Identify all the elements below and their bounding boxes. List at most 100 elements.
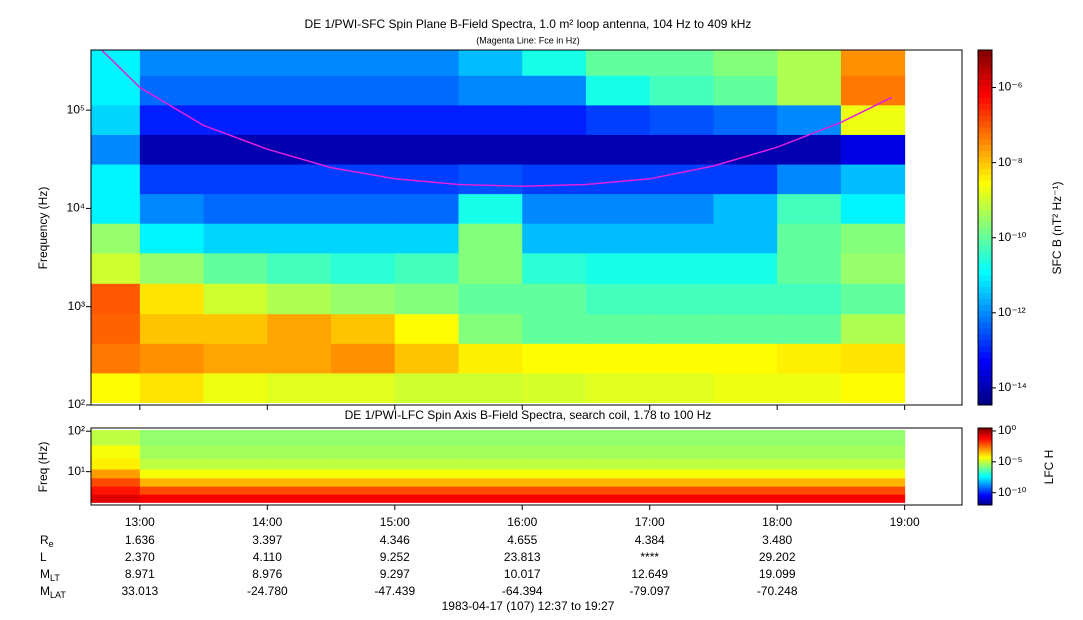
heatmap-cell (522, 223, 587, 254)
heatmap-cell (394, 193, 460, 224)
y-axis-label: Frequency (Hz) (36, 187, 50, 270)
colorbar-segment (978, 451, 992, 453)
heatmap-cell (649, 372, 714, 403)
colorbar-segment (978, 322, 992, 329)
ephemeris-label: L (40, 550, 47, 564)
plot-frame (90, 427, 963, 506)
heatmap-cell (522, 134, 587, 165)
colorbar-label: LFC H (1042, 450, 1056, 485)
heatmap-cell (139, 372, 205, 403)
heatmap-cell (649, 313, 714, 344)
x-tick-label: 16:00 (507, 515, 537, 529)
ephemeris-value: 23.813 (504, 550, 541, 564)
colorbar-segment (978, 369, 992, 376)
x-tick-label: 15:00 (380, 515, 410, 529)
ephemeris-label: MLAT (40, 584, 66, 600)
heatmap-cell (331, 372, 396, 403)
heatmap-cell (522, 469, 587, 479)
colorbar-segment (978, 251, 992, 258)
heatmap-cell (649, 75, 714, 106)
colorbar-segment (978, 79, 992, 86)
heatmap-cell (777, 313, 842, 344)
colorbar-segment (978, 463, 992, 466)
heatmap-cell (713, 430, 778, 446)
colorbar-segment (978, 363, 992, 370)
heatmap-cell (777, 252, 842, 284)
heatmap-cell (203, 458, 268, 470)
heatmap-cell (585, 458, 651, 470)
heatmap-cell (777, 444, 842, 459)
colorbar-label: SFC B (nT² Hz⁻¹) (1050, 182, 1064, 275)
heatmap-cell (713, 193, 778, 224)
colorbar-segment (978, 227, 992, 234)
heatmap-cell (267, 372, 332, 403)
ephemeris-value: 19.099 (759, 567, 796, 581)
heatmap-cell (840, 458, 906, 470)
heatmap-cell (840, 193, 906, 224)
colorbar-segment (978, 490, 992, 493)
heatmap-cell (713, 372, 778, 403)
colorbar-segment (978, 453, 992, 456)
colorbar-segment (978, 67, 992, 75)
heatmap-cell (394, 50, 460, 76)
heatmap-cell (649, 50, 714, 76)
heatmap-cell (394, 283, 460, 315)
heatmap-cell (139, 444, 205, 459)
heatmap-cell (331, 313, 396, 344)
heatmap-cell (458, 430, 523, 446)
heatmap-cell (394, 458, 460, 470)
heatmap-cell (394, 343, 460, 374)
heatmap-cell (522, 486, 587, 495)
colorbar-segment (978, 126, 992, 134)
heatmap-cell (840, 50, 906, 76)
heatmap-cell (840, 372, 906, 403)
colorbar-segment (978, 109, 992, 116)
colorbar-segment (978, 387, 992, 394)
colorbar-segment (978, 221, 992, 228)
colorbar-segment (978, 292, 992, 299)
colorbar-segment (978, 399, 992, 406)
colorbar-segment (978, 445, 992, 448)
colorbar-segment (978, 115, 992, 122)
heatmap-cell (585, 50, 651, 76)
heatmap-cell (394, 75, 460, 106)
heatmap-cell (267, 430, 332, 446)
heatmap-cell (649, 252, 714, 284)
heatmap-cell (331, 430, 396, 446)
heatmap (91, 50, 906, 403)
heatmap-cell (458, 469, 523, 479)
heatmap-cell (267, 469, 332, 479)
heatmap-cell (713, 75, 778, 106)
ephemeris-value: -24.780 (247, 584, 288, 598)
heatmap-cell (649, 283, 714, 315)
ephemeris-value: 3.397 (252, 533, 282, 547)
heatmap-cell (649, 134, 714, 165)
colorbar-segment (978, 498, 992, 501)
colorbar-segment (978, 197, 992, 205)
colorbar-segment (978, 458, 992, 461)
heatmap-cell (840, 313, 906, 344)
colorbar-segment (978, 487, 992, 489)
heatmap-cell (840, 134, 906, 165)
heatmap-cell (91, 134, 141, 165)
y-tick-label: 10² (68, 397, 85, 411)
heatmap-cell (522, 458, 587, 470)
colorbar-segment (978, 462, 992, 465)
heatmap-cell (139, 458, 205, 470)
heatmap-cell (585, 486, 651, 495)
colorbar-segment (978, 467, 992, 470)
colorbar-tick-label: 10⁰ (998, 423, 1016, 437)
heatmap-cell (91, 75, 141, 106)
colorbar-segment (978, 497, 992, 500)
heatmap-cell (713, 477, 778, 487)
colorbar-segment (978, 443, 992, 446)
colorbar-segment (978, 430, 992, 433)
heatmap-cell (394, 494, 460, 503)
heatmap-cell (585, 223, 651, 254)
heatmap-cell (139, 134, 205, 165)
footer: 1983-04-17 (107) 12:37 to 19:27 (442, 599, 615, 613)
heatmap-cell (267, 477, 332, 487)
heatmap-cell (267, 134, 332, 165)
y-tick-label: 10³ (68, 299, 85, 313)
colorbar-segment (978, 162, 992, 169)
